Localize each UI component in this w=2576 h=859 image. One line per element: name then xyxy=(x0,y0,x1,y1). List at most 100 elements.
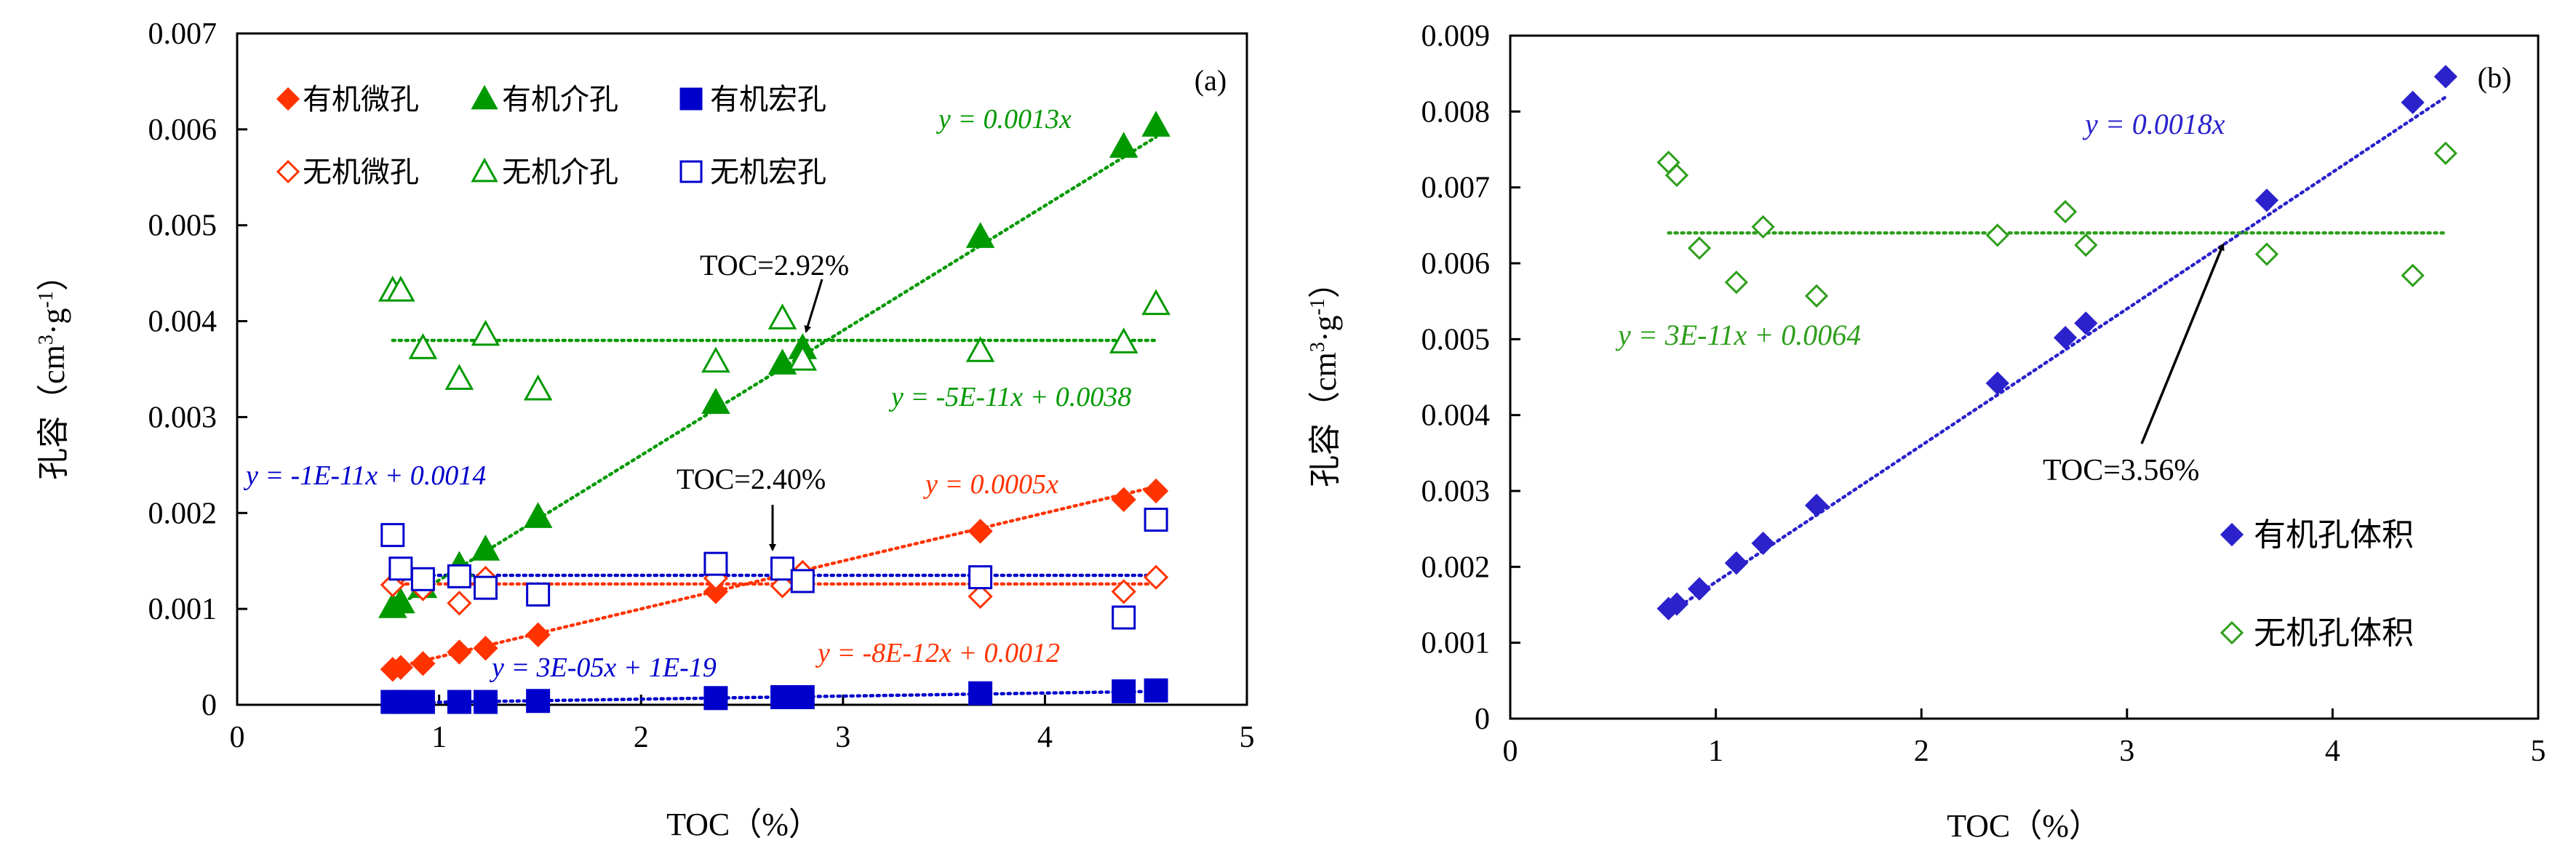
data-point xyxy=(2433,141,2457,165)
y-tick-label: 0.004 xyxy=(1421,399,1491,433)
plot-frame xyxy=(236,32,1248,706)
data-point xyxy=(703,686,728,711)
legend-marker xyxy=(2220,620,2244,645)
data-point xyxy=(1751,531,1775,556)
legend-label: 有机微孔 xyxy=(303,83,419,116)
annotation-arrow xyxy=(2140,243,2225,444)
data-point xyxy=(2053,326,2078,350)
data-point xyxy=(386,587,415,614)
y-tick-label: 0 xyxy=(202,689,217,722)
data-point xyxy=(473,636,498,661)
legend-label: 有机宏孔 xyxy=(710,83,826,116)
data-point xyxy=(1111,487,1136,512)
data-point xyxy=(444,364,474,390)
legend-marker-group xyxy=(679,87,703,111)
data-point xyxy=(2254,242,2279,266)
data-point xyxy=(703,551,728,576)
x-tick-label: 3 xyxy=(835,721,850,754)
data-point xyxy=(1141,111,1171,137)
legend-marker xyxy=(471,157,498,183)
y-tick-label: 0.002 xyxy=(148,497,218,530)
trendline-equation: y = -5E-11x + 0.0038 xyxy=(888,382,1131,412)
x-tick-label: 1 xyxy=(431,721,447,754)
annotation-label: TOC=3.56% xyxy=(2043,454,2199,487)
data-point xyxy=(1109,132,1139,158)
data-point xyxy=(1664,592,1689,616)
data-point xyxy=(2401,263,2425,287)
data-point xyxy=(968,565,993,590)
legend-label: 无机介孔 xyxy=(502,156,618,188)
data-point xyxy=(447,690,471,714)
data-point xyxy=(410,567,435,591)
data-point xyxy=(1751,215,1775,239)
data-point xyxy=(701,388,730,414)
trendline-equation: y = 3E-11x + 0.0064 xyxy=(1615,319,1861,351)
data-point xyxy=(1109,327,1139,353)
x-tick-label: 5 xyxy=(1240,721,1255,754)
data-point xyxy=(525,622,551,647)
y-axis-title: 孔容（cm3·g-1） xyxy=(35,259,71,480)
legend-marker xyxy=(679,87,703,111)
data-point xyxy=(701,346,730,373)
data-point xyxy=(1687,577,1712,601)
annotation-arrow xyxy=(804,279,824,333)
data-point xyxy=(965,222,995,248)
x-tick-label: 2 xyxy=(634,721,649,754)
legend-marker-group xyxy=(679,160,703,183)
data-point xyxy=(380,523,405,548)
y-tick-label: 0.009 xyxy=(1421,20,1491,53)
trendline-equation: y = 0.0013x xyxy=(936,104,1072,135)
chart-panel-a: 0 1 2 3 4 5 0 0.001 0.002 0.003 0.004 0.005 0.006 0.0… xyxy=(35,17,1255,842)
x-tick-label: 3 xyxy=(2119,735,2134,768)
panel-label: (b) xyxy=(2478,61,2512,94)
x-axis-title: TOC（%） xyxy=(666,807,821,842)
legend-item: 有机宏孔 xyxy=(679,83,826,116)
data-point xyxy=(790,684,815,709)
data-point xyxy=(471,535,501,561)
data-point xyxy=(2053,199,2078,224)
data-point xyxy=(1804,493,1829,517)
data-point xyxy=(2433,65,2457,89)
legend-item: 有机孔体积 xyxy=(2220,517,2414,553)
data-point xyxy=(388,556,413,581)
y-tick-label: 0.001 xyxy=(148,593,218,626)
trendline-equation: y = 0.0018x xyxy=(2082,108,2225,140)
data-point xyxy=(1112,605,1136,630)
x-tick-label: 0 xyxy=(1503,735,1518,768)
x-tick-label: 2 xyxy=(1914,735,1929,768)
legend-marker xyxy=(2220,522,2244,547)
data-point xyxy=(1143,564,1169,590)
y-tick-label: 0.004 xyxy=(148,305,218,339)
data-point xyxy=(1143,478,1169,504)
annotation-label: TOC=2.92% xyxy=(700,249,849,281)
legend-label: 无机微孔 xyxy=(303,156,419,188)
legend-marker-group xyxy=(471,84,498,110)
legend-marker-group xyxy=(276,87,300,111)
x-tick-label: 4 xyxy=(1037,721,1053,754)
data-point xyxy=(1724,270,1748,295)
data-point xyxy=(1724,551,1748,575)
data-point xyxy=(968,681,993,706)
trendline-equation: y = 0.0005x xyxy=(922,469,1058,500)
data-point xyxy=(790,569,815,594)
data-point xyxy=(447,564,471,588)
x-tick-label: 4 xyxy=(2325,735,2340,768)
legend-label: 有机孔体积 xyxy=(2254,517,2414,553)
y-axis-title: 孔容（cm3·g-1） xyxy=(1307,266,1343,487)
y-tick-label: 0.006 xyxy=(1421,247,1491,281)
x-tick-label: 1 xyxy=(1708,735,1723,768)
x-axis-title: TOC（%） xyxy=(1947,808,2101,844)
y-tick-label: 0.003 xyxy=(148,401,218,434)
data-point xyxy=(1144,678,1168,703)
legend-item: 无机微孔 xyxy=(276,156,419,188)
legend: 有机微孔 有机介孔 有机宏孔 无机微孔 无机介孔 无机宏孔 xyxy=(276,83,826,188)
trendline-equation: y = -1E-11x + 0.0014 xyxy=(243,460,486,491)
x-tick-label: 0 xyxy=(230,721,245,754)
data-point xyxy=(2254,188,2279,212)
panel-label: (a) xyxy=(1195,64,1227,97)
data-point xyxy=(447,591,472,616)
chart-panel-b: 0 1 2 3 4 5 0 0.001 0.002 0.003 0.004 0.005 0.006 0.0… xyxy=(1307,20,2546,844)
legend-item: 有机介孔 xyxy=(471,83,618,116)
data-point xyxy=(965,336,995,362)
